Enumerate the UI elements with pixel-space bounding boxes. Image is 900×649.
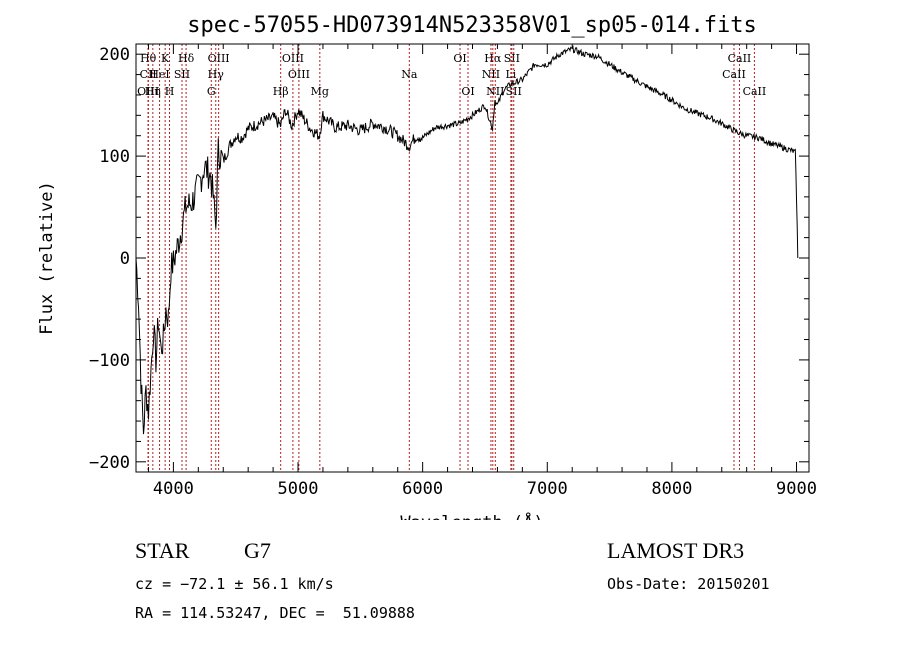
line-label: OIII [137, 85, 159, 98]
y-tick-label: −200 [89, 453, 130, 473]
line-label: SII [504, 52, 520, 65]
line-label: Hδ [178, 52, 195, 65]
flux-series [135, 44, 799, 435]
flux-line [135, 44, 799, 435]
object-subclass: G7 [244, 538, 271, 563]
x-tick-label: 8000 [651, 479, 692, 499]
line-label: OIII [288, 68, 310, 81]
line-label: NII [486, 85, 504, 98]
line-label: G [207, 85, 216, 98]
line-label: OIII [282, 52, 304, 65]
line-label: Hη [145, 85, 161, 98]
survey-name: LAMOST DR3 [607, 538, 745, 563]
x-tick-label: 6000 [402, 479, 443, 499]
observation-date: Obs-Date: 20150201 [607, 575, 770, 593]
line-label: NII [482, 68, 500, 81]
y-tick-label: 0 [120, 249, 130, 269]
line-label: SII [174, 68, 190, 81]
y-tick-label: 100 [99, 147, 130, 167]
line-label: CaII [743, 85, 767, 98]
x-tick-label: 4000 [153, 479, 194, 499]
coordinates: RA = 114.53247, DEC = 51.09888 [135, 604, 415, 622]
line-label: H [165, 85, 175, 98]
line-label: Li [505, 68, 516, 81]
line-label: OIII [208, 52, 230, 65]
line-label: HeI [149, 68, 169, 81]
line-label: K [161, 52, 170, 65]
plot-frame [135, 43, 810, 473]
line-label: Na [401, 68, 418, 81]
object-class: STAR [135, 538, 190, 563]
line-label: OI [453, 52, 466, 65]
y-tick-label: 200 [99, 45, 130, 65]
x-axis-label: Wavelength (Å) [400, 511, 543, 520]
redshift-value: cz = −72.1 ± 56.1 km/s [135, 575, 334, 593]
line-label: CaII [722, 68, 746, 81]
spectrum-chart: spec-57055-HD073914N523358V01_sp05-014.f… [37, 13, 817, 520]
line-label: SII [506, 85, 522, 98]
x-tick-label: 5000 [278, 479, 319, 499]
y-tick-label: −100 [89, 351, 130, 371]
line-label: OI [461, 85, 474, 98]
line-label: CaII [728, 52, 752, 65]
x-tick-label: 9000 [776, 479, 817, 499]
line-label: Hα [484, 52, 502, 65]
chart-title: spec-57055-HD073914N523358V01_sp05-014.f… [187, 13, 757, 38]
line-label: Hβ [273, 85, 289, 98]
axis-ticks: 4000 5000 6000 7000 8000 9000 −200 −100 0 100 200 [89, 44, 817, 499]
line-label: Mg [311, 85, 329, 98]
x-tick-label: 7000 [527, 479, 568, 499]
y-axis-label: Flux (relative) [37, 181, 57, 335]
line-label: Hγ [208, 68, 225, 81]
